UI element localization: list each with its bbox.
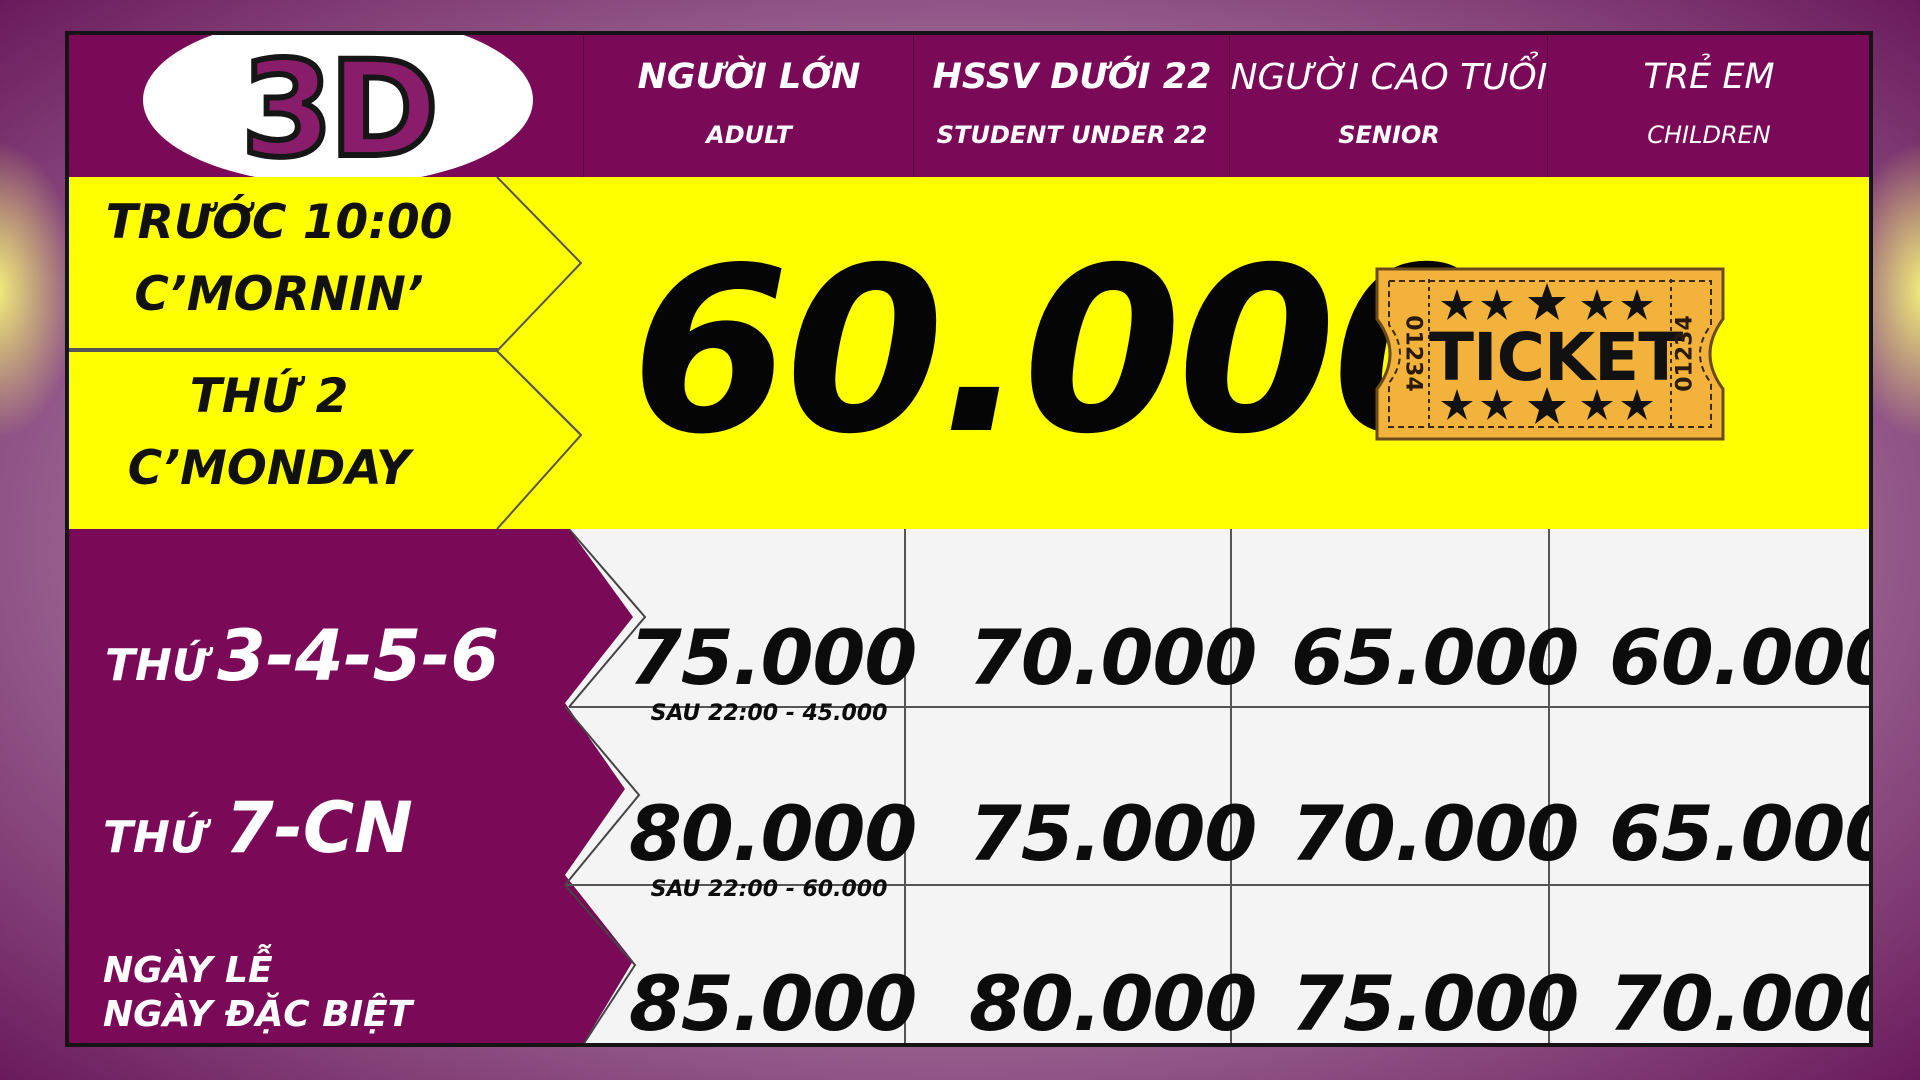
promo-morning-line2: C’MORNIN’ [134, 267, 424, 322]
price-weekend-senior: 70.000 [1291, 789, 1579, 878]
price-weekday-student: 70.000 [969, 613, 1257, 702]
header-senior-vn: NGƯỜI CAO TUỔI [1230, 57, 1548, 98]
header-adult-vn: NGƯỜI LỚN [637, 57, 861, 97]
price-board: 3D NGƯỜI LỚN ADULT HSSV DƯỚI 22 STUDENT … [65, 31, 1873, 1047]
ticket-icon [1375, 267, 1725, 441]
ticket-serial-left: 01234 [1400, 315, 1426, 392]
note-weekend-adult: SAU 22:00 - 60.000 [650, 877, 888, 902]
row-weekday-label: THỨ 3-4-5-6 [105, 615, 525, 697]
promo-price: 60.000 [631, 218, 1491, 484]
header-student-vn: HSSV DƯỚI 22 [932, 57, 1212, 97]
price-grid [564, 529, 1869, 1043]
row-weekend-prefix: THỨ [103, 812, 206, 863]
logo-badge [143, 35, 533, 185]
promo-arrows [69, 177, 583, 529]
price-holiday-children: 70.000 [1609, 959, 1873, 1047]
header-adult-en: ADULT [706, 121, 792, 149]
price-weekday-children: 60.000 [1609, 613, 1873, 702]
price-holiday-adult: 85.000 [629, 959, 917, 1047]
row-weekend-days: 7-CN [225, 787, 413, 869]
promo-morning-line1: TRƯỚC 10:00 [105, 195, 453, 250]
price-holiday-senior: 75.000 [1291, 959, 1579, 1047]
price-weekend-children: 65.000 [1609, 789, 1873, 878]
row-holiday-line2: NGÀY ĐẶC BIỆT [103, 994, 413, 1035]
row-weekday-prefix: THỨ [105, 640, 208, 691]
header-senior: NGƯỜI CAO TUỔI SENIOR [1229, 35, 1548, 177]
promo-monday-line1: THỨ 2 [189, 369, 349, 424]
header-children-en: CHILDREN [1647, 121, 1771, 149]
price-holiday-student: 80.000 [969, 959, 1257, 1047]
row-weekend-label: THỨ 7-CN [103, 787, 523, 869]
header-children: TRẺ EM CHILDREN [1547, 35, 1869, 177]
price-weekday-senior: 65.000 [1291, 613, 1579, 702]
price-weekday-adult: 75.000 [629, 613, 917, 702]
row-holiday-line1: NGÀY LỄ [103, 950, 273, 991]
header-senior-en: SENIOR [1338, 121, 1440, 149]
ticket-serial-right: 01234 [1672, 315, 1698, 392]
price-weekend-student: 75.000 [969, 789, 1257, 878]
header-adult: NGƯỜI LỚN ADULT [583, 35, 914, 177]
ticket-label: TICKET [1429, 319, 1683, 396]
row-weekday-days: 3-4-5-6 [217, 615, 500, 697]
price-weekend-adult: 80.000 [629, 789, 917, 878]
header-student: HSSV DƯỚI 22 STUDENT UNDER 22 [913, 35, 1230, 177]
logo-3d: 3D [238, 33, 441, 190]
note-weekday-adult: SAU 22:00 - 45.000 [650, 701, 888, 726]
header-children-vn: TRẺ EM [1643, 57, 1775, 97]
row-holiday-label: NGÀY LỄ NGÀY ĐẶC BIỆT [103, 949, 523, 1037]
promo-monday-line2: C’MONDAY [127, 441, 411, 496]
header-student-en: STUDENT UNDER 22 [936, 121, 1208, 149]
